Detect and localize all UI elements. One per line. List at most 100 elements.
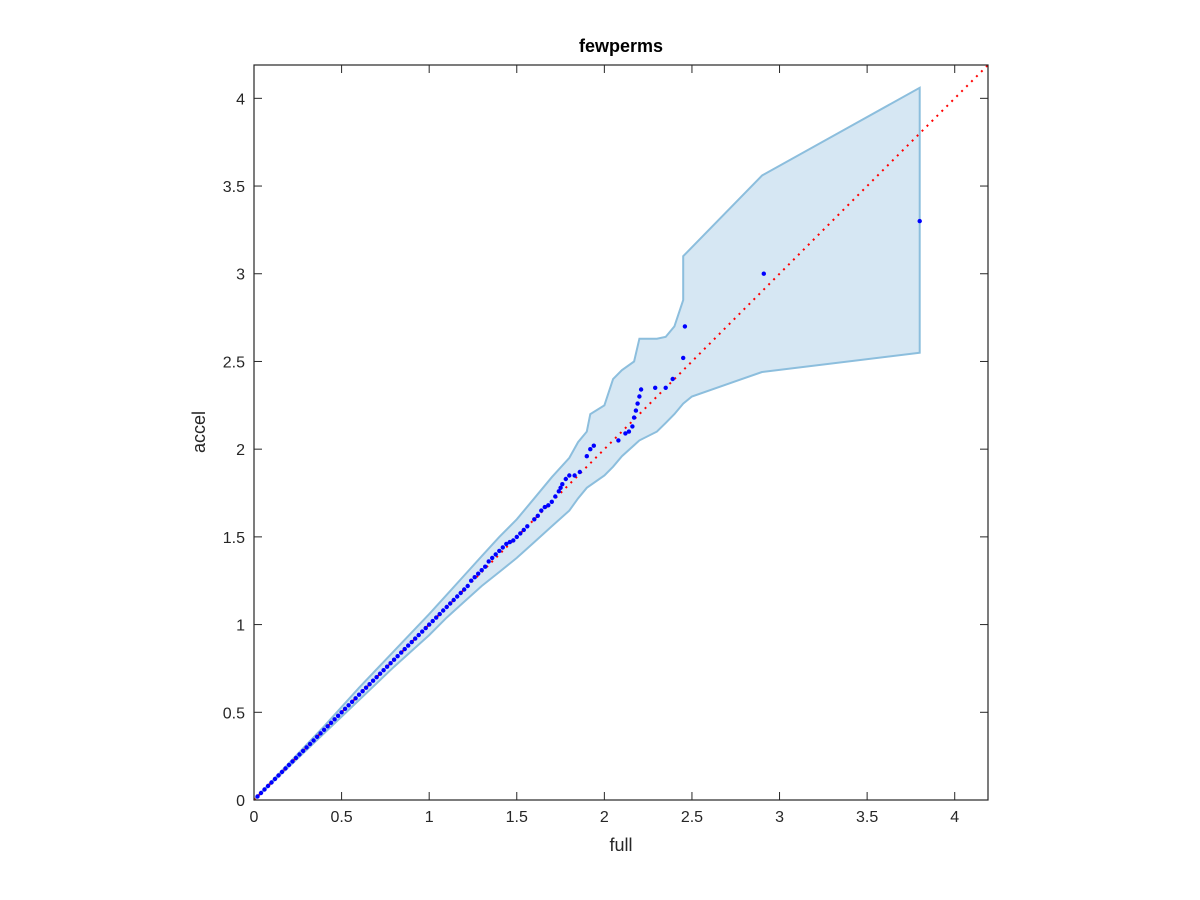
data-point <box>399 650 404 655</box>
data-point <box>342 706 348 711</box>
x-tick-label: 2 <box>600 809 609 826</box>
data-point <box>518 531 523 536</box>
data-point <box>479 568 484 573</box>
data-point <box>434 615 439 620</box>
data-point <box>638 387 644 392</box>
data-point <box>511 538 516 543</box>
data-point <box>318 731 323 736</box>
data-point <box>420 629 425 634</box>
data-point <box>297 752 302 757</box>
data-point <box>626 429 632 434</box>
data-point <box>514 534 519 540</box>
data-point <box>630 424 635 429</box>
data-point <box>546 503 551 508</box>
data-point <box>258 790 264 796</box>
data-point <box>430 618 435 624</box>
data-point <box>374 675 379 680</box>
data-point <box>304 745 309 750</box>
data-point <box>311 738 316 743</box>
y-tick-label: 2.5 <box>223 354 245 371</box>
data-point <box>584 454 589 459</box>
confidence-band <box>253 86 921 801</box>
data-point <box>290 759 295 764</box>
data-point <box>335 713 341 718</box>
data-point <box>635 401 640 406</box>
data-point <box>255 794 260 799</box>
data-point <box>549 499 554 504</box>
ticks-layer: 0 0.5 1 1.5 2 2.5 3 3.5 4 0 0.5 1 1.5 2 2.5 3 3.5 4 <box>223 65 988 826</box>
data-point <box>616 438 621 443</box>
data-point <box>444 604 449 610</box>
data-point <box>761 271 766 276</box>
data-point <box>476 571 481 576</box>
data-point <box>553 494 558 499</box>
data-point <box>279 769 285 775</box>
data-point <box>917 218 922 224</box>
data-point <box>377 671 383 676</box>
data-point <box>356 692 362 697</box>
y-tick-label: 4 <box>236 91 245 108</box>
data-point <box>276 773 281 778</box>
x-tick-label: 3 <box>775 809 784 826</box>
data-point <box>384 664 390 669</box>
data-point <box>493 552 498 557</box>
x-tick-label: 1.5 <box>506 809 528 826</box>
data-point <box>507 539 512 545</box>
y-tick-label: 0 <box>236 793 245 810</box>
data-point <box>525 524 530 529</box>
data-point <box>486 559 491 564</box>
data-point <box>391 657 397 662</box>
data-point <box>360 689 365 694</box>
data-point <box>307 741 313 747</box>
data-point <box>670 376 675 382</box>
x-axis-label: full <box>609 835 632 855</box>
data-point <box>416 632 421 638</box>
data-point <box>283 766 288 771</box>
chart-title: fewperms <box>579 36 663 56</box>
data-point <box>381 668 386 673</box>
y-axis-label: accel <box>189 411 209 453</box>
data-point <box>339 710 344 715</box>
data-point <box>448 601 453 606</box>
data-point <box>409 639 414 645</box>
data-point <box>423 625 428 631</box>
data-point <box>406 643 411 648</box>
data-point <box>427 622 432 627</box>
data-point <box>363 685 369 690</box>
data-point <box>370 678 376 683</box>
x-tick-label: 4 <box>950 809 959 826</box>
data-point <box>328 720 334 725</box>
data-point <box>272 776 278 782</box>
data-point <box>490 555 495 561</box>
data-point <box>441 608 446 613</box>
data-point <box>346 703 351 708</box>
data-point <box>577 469 582 475</box>
data-point <box>532 517 537 522</box>
data-point <box>500 545 505 550</box>
data-point <box>663 385 668 390</box>
data-point <box>572 473 577 478</box>
data-point <box>321 727 327 732</box>
data-point <box>539 508 544 513</box>
data-point <box>332 717 337 722</box>
data-point <box>558 485 563 490</box>
data-point <box>588 447 593 452</box>
data-point <box>535 513 540 518</box>
y-tick-label: 3 <box>236 267 245 284</box>
data-point <box>633 408 639 413</box>
data-point <box>631 415 637 420</box>
data-point <box>437 611 442 617</box>
confidence-band-layer <box>253 86 921 801</box>
data-point <box>623 431 628 436</box>
data-point <box>462 587 467 592</box>
data-point <box>681 355 686 361</box>
data-point <box>395 654 400 659</box>
data-point <box>458 590 463 596</box>
data-point <box>504 541 509 547</box>
data-point <box>293 755 299 761</box>
data-point <box>483 564 488 569</box>
data-point <box>556 489 561 494</box>
data-point <box>560 482 565 487</box>
data-point <box>497 548 502 554</box>
